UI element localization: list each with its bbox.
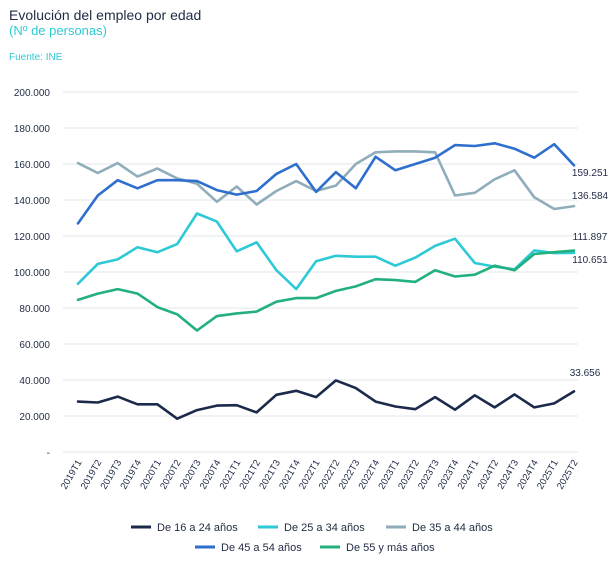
legend-label: De 45 a 54 años — [221, 542, 302, 554]
series-line-4 — [76, 142, 576, 225]
legend-label: De 16 a 24 años — [157, 522, 238, 534]
end-value-label: 111.897 — [573, 232, 608, 243]
chart-source: Fuente: INE — [9, 52, 63, 63]
legend-label: De 25 a 34 años — [284, 522, 365, 534]
legend-label: De 55 y más años — [346, 542, 435, 554]
end-value-label: 159.251 — [572, 168, 609, 179]
y-tick-label: 120.000 — [14, 232, 51, 243]
series-lines — [76, 142, 576, 421]
end-value-label: 136.584 — [572, 191, 609, 202]
y-tick-label: 200.000 — [14, 88, 51, 99]
y-tick-label: 140.000 — [14, 196, 51, 207]
end-value-label: 110.651 — [572, 255, 608, 266]
data-labels: 33.656 110.651 136.584 159.251 111.897 — [570, 168, 609, 379]
series-line-2 — [76, 212, 576, 291]
series-line-5 — [76, 249, 576, 332]
chart-title: Evolución del empleo por edad — [9, 7, 201, 23]
y-tick-label: 180.000 — [14, 124, 51, 135]
y-tick-label: 100.000 — [14, 268, 51, 279]
end-value-label: 33.656 — [570, 368, 601, 379]
y-tick-label: 80.000 — [19, 304, 50, 315]
y-tick-label: 60.000 — [19, 340, 50, 351]
chart-subtitle: (Nº de personas) — [9, 23, 107, 38]
legend-label: De 35 a 44 años — [412, 522, 493, 534]
legend: De 16 a 24 años De 25 a 34 años De 35 a 44… — [131, 522, 493, 554]
y-tick-label: 40.000 — [19, 376, 50, 387]
gridlines — [63, 91, 578, 453]
series-line-1 — [76, 379, 576, 421]
y-tick-label: 160.000 — [14, 160, 51, 171]
series-line-3 — [76, 150, 576, 211]
y-tick-label: 20.000 — [19, 412, 50, 423]
y-tick-label: - — [47, 448, 50, 459]
